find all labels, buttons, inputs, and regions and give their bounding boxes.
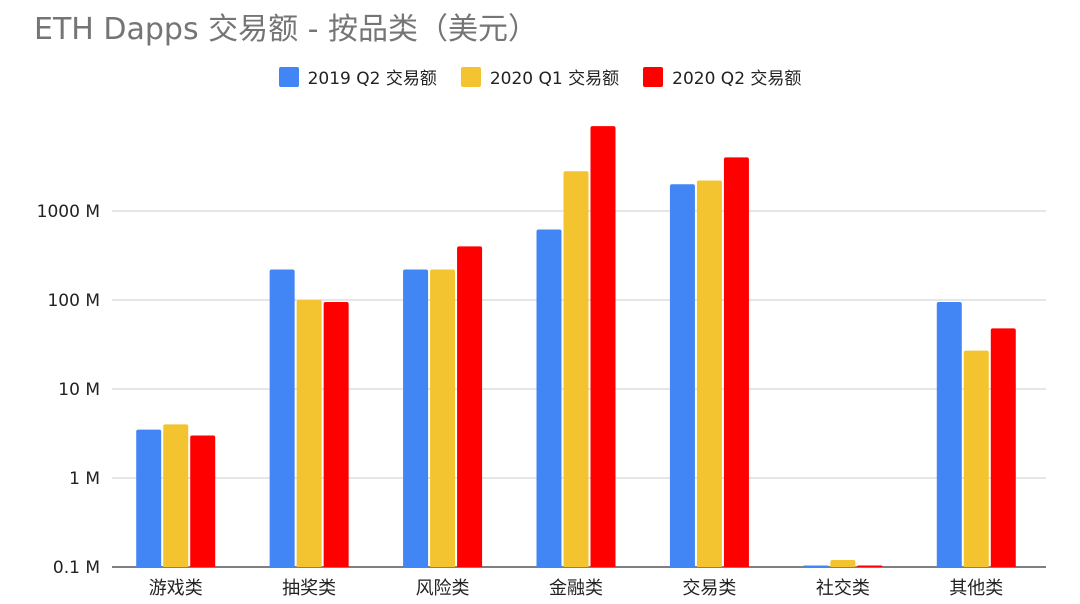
legend-label-series-3: 2020 Q2 交易额 <box>672 69 802 89</box>
legend-label-series-2: 2020 Q1 交易额 <box>489 69 620 89</box>
bar[interactable] <box>990 328 1016 567</box>
bar[interactable] <box>830 559 856 567</box>
y-tick-label: 10 M <box>58 380 100 400</box>
bar[interactable] <box>563 171 589 567</box>
x-tick-label: 风险类 <box>416 578 470 599</box>
y-tick-label: 1000 M <box>37 202 100 222</box>
legend-swatch-series-2 <box>460 66 481 87</box>
bar[interactable] <box>457 246 483 567</box>
bar[interactable] <box>296 300 322 567</box>
y-tick-label: 0.1 M <box>53 558 100 578</box>
bar[interactable] <box>163 424 189 567</box>
legend-swatch-series-1 <box>278 66 299 87</box>
y-tick-label: 100 M <box>47 291 100 311</box>
legend-item-series-1[interactable]: 2019 Q2 交易额 <box>278 64 437 89</box>
legend-swatch-series-3 <box>643 66 664 87</box>
x-tick-label: 抽奖类 <box>282 578 336 599</box>
bar[interactable] <box>857 565 883 568</box>
legend-item-series-2[interactable]: 2020 Q1 交易额 <box>460 64 620 89</box>
bar[interactable] <box>536 229 562 567</box>
bar[interactable] <box>190 435 216 567</box>
x-tick-label: 交易类 <box>682 578 736 599</box>
x-tick-label: 金融类 <box>549 578 603 599</box>
bar[interactable] <box>136 429 162 567</box>
bar[interactable] <box>669 184 695 568</box>
legend-item-series-3[interactable]: 2020 Q2 交易额 <box>643 64 801 89</box>
bar[interactable] <box>803 565 829 568</box>
x-tick-label: 其他类 <box>949 578 1003 599</box>
x-tick-label: 游戏类 <box>149 578 203 599</box>
chart-title: ETH Dapps 交易额 - 按品类（美元） <box>34 12 539 47</box>
bar[interactable] <box>936 301 962 567</box>
y-tick-label: 1 M <box>69 469 100 489</box>
chart-legend: 2019 Q2 交易额 2020 Q1 交易额 2020 Q2 交易额 <box>0 64 1080 89</box>
bar[interactable] <box>403 269 429 567</box>
bar[interactable] <box>696 180 722 567</box>
bar[interactable] <box>323 301 349 567</box>
bar[interactable] <box>269 269 295 567</box>
x-tick-label: 社交类 <box>816 578 870 599</box>
bar[interactable] <box>590 126 616 567</box>
bar[interactable] <box>430 269 456 567</box>
legend-label-series-1: 2019 Q2 交易额 <box>307 69 437 89</box>
bar[interactable] <box>723 157 749 567</box>
bar[interactable] <box>963 350 989 567</box>
